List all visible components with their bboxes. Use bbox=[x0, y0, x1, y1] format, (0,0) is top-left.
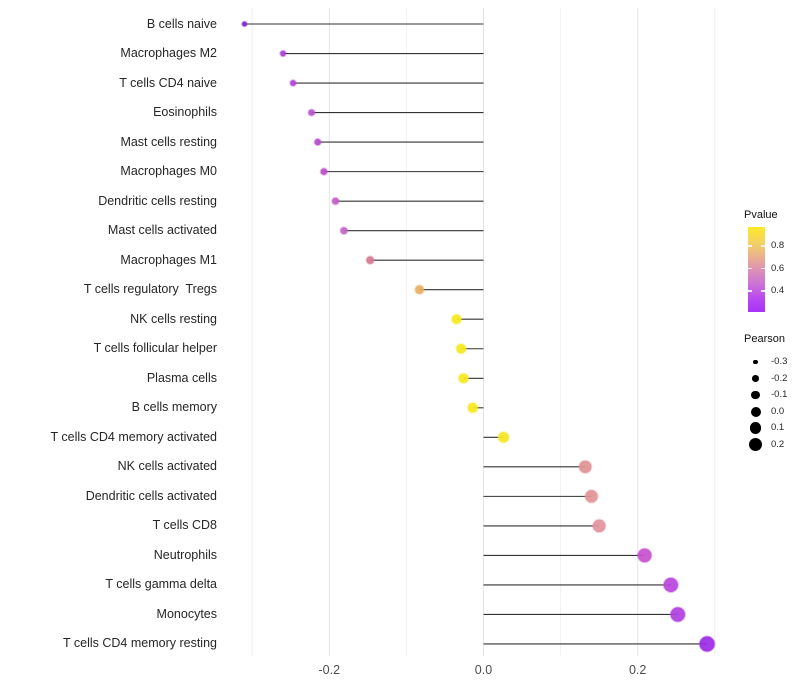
data-point bbox=[497, 431, 510, 444]
y-axis-label: Dendritic cells resting bbox=[98, 193, 217, 208]
data-point bbox=[241, 20, 248, 28]
y-axis-label: NK cells resting bbox=[130, 311, 217, 326]
y-axis-label: Neutrophils bbox=[153, 547, 217, 562]
pearson-size-label: 0.1 bbox=[771, 422, 785, 433]
pvalue-gradient-bar bbox=[748, 227, 765, 312]
y-axis-label: Macrophages M2 bbox=[120, 46, 217, 61]
data-point bbox=[279, 49, 287, 58]
y-axis-label: Macrophages M1 bbox=[120, 252, 217, 267]
y-axis-label: Eosinophils bbox=[153, 105, 217, 120]
pvalue-bar-tick bbox=[761, 245, 765, 247]
pearson-size-label: 0.0 bbox=[771, 405, 785, 417]
data-point bbox=[339, 226, 349, 236]
pvalue-tick-label: 0.8 bbox=[771, 240, 785, 251]
pearson-size-dot bbox=[752, 375, 759, 382]
data-point bbox=[414, 284, 425, 296]
y-axis-label: Macrophages M0 bbox=[120, 164, 217, 179]
y-axis-label: Mast cells resting bbox=[120, 134, 217, 149]
y-axis-label: Monocytes bbox=[156, 606, 217, 621]
data-point bbox=[457, 372, 470, 385]
x-axis-tick-label: 0.2 bbox=[628, 663, 647, 677]
data-point bbox=[289, 79, 297, 87]
pvalue-bar-tick bbox=[761, 267, 765, 270]
y-axis-label: T cells CD4 memory activated bbox=[50, 429, 218, 444]
data-point bbox=[307, 108, 316, 117]
y-axis-label: T cells regulatory Tregs bbox=[83, 282, 217, 297]
pvalue-legend-title: Pvalue bbox=[744, 209, 778, 221]
pearson-size-dot bbox=[748, 437, 763, 452]
pearson-legend-title: Pearson bbox=[744, 333, 785, 345]
y-axis-label: B cells naive bbox=[146, 16, 217, 31]
x-axis-tick-label: -0.2 bbox=[318, 663, 341, 677]
pvalue-tick-label: 0.6 bbox=[771, 262, 785, 274]
data-point bbox=[331, 196, 340, 206]
pearson-size-dot bbox=[749, 422, 762, 434]
data-point bbox=[578, 459, 593, 474]
pvalue-bar-tick bbox=[761, 290, 765, 292]
pearson-size-label: 0.2 bbox=[771, 438, 785, 450]
data-point bbox=[636, 547, 653, 564]
pearson-size-label: -0.3 bbox=[771, 356, 788, 367]
data-point bbox=[698, 635, 716, 653]
data-point bbox=[466, 401, 479, 414]
data-point bbox=[319, 167, 329, 176]
data-point bbox=[584, 489, 599, 504]
y-axis-label: T cells CD4 naive bbox=[119, 75, 217, 90]
data-point bbox=[313, 137, 322, 147]
y-axis-label: T cells gamma delta bbox=[105, 577, 217, 592]
y-axis-label: T cells follicular helper bbox=[93, 341, 217, 356]
y-axis-label: T cells CD4 memory resting bbox=[63, 636, 217, 651]
pvalue-bar-tick bbox=[748, 290, 752, 292]
data-point bbox=[365, 255, 375, 265]
data-point bbox=[455, 342, 467, 355]
x-axis-tick-label: 0.0 bbox=[474, 663, 493, 677]
pvalue-bar-tick bbox=[748, 245, 752, 247]
y-axis-label: Dendritic cells activated bbox=[85, 488, 217, 503]
y-axis-label: Plasma cells bbox=[146, 370, 217, 385]
y-axis-label: NK cells activated bbox=[117, 459, 217, 474]
pvalue-tick-label: 0.4 bbox=[771, 285, 785, 296]
pearson-size-dot bbox=[751, 390, 760, 400]
pvalue-bar-tick bbox=[748, 267, 752, 270]
pearson-size-dot bbox=[753, 359, 758, 365]
data-point bbox=[662, 576, 679, 594]
y-axis-label: B cells memory bbox=[131, 400, 217, 415]
y-axis-label: T cells CD8 bbox=[152, 518, 217, 533]
pearson-size-label: -0.1 bbox=[771, 389, 788, 400]
data-point bbox=[669, 606, 686, 623]
y-axis-label: Mast cells activated bbox=[107, 223, 217, 238]
pearson-size-dot bbox=[750, 406, 761, 417]
pearson-size-label: -0.2 bbox=[771, 372, 788, 384]
data-point bbox=[591, 518, 607, 534]
data-point bbox=[450, 313, 463, 325]
